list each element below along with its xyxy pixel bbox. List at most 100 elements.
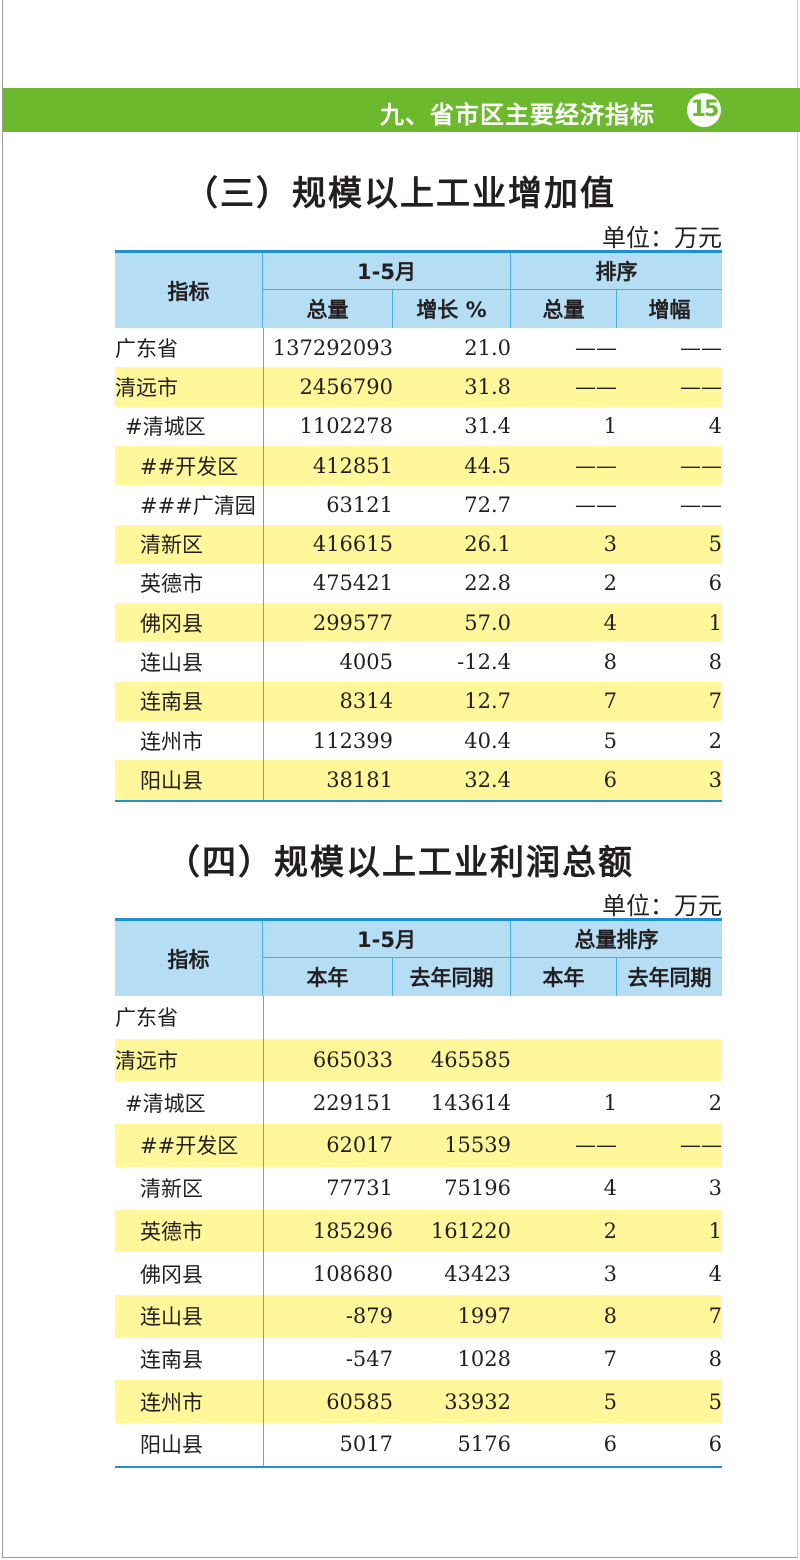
table1-unit: 单位：万元 (602, 224, 722, 252)
row-value: 75196 (444, 1176, 511, 1201)
row-name: 清远市 (115, 375, 178, 400)
table-row: 清新区 416615 26.1 3 5 (115, 524, 722, 564)
row-value: 22.8 (464, 571, 511, 596)
row-name: 广东省 (115, 1006, 178, 1031)
row-value: 1102278 (299, 414, 393, 439)
row-value: 72.7 (464, 492, 511, 517)
row-value: 6 (603, 1432, 617, 1457)
row-value: 5017 (339, 1432, 393, 1457)
row-value: 32.4 (464, 767, 511, 792)
table-top-rule (115, 250, 722, 253)
row-value: 2 (603, 1218, 617, 1243)
table-row: 连州市 112399 40.4 5 2 (115, 721, 722, 760)
row-value: 1997 (457, 1304, 511, 1329)
row-value: 8314 (339, 689, 393, 714)
row-value: —— (680, 374, 722, 399)
row-value: 33932 (444, 1389, 511, 1414)
row-value: —— (680, 1133, 722, 1158)
row-name: #清城区 (125, 415, 206, 440)
row-value: 3 (708, 767, 722, 792)
row-value: 8 (708, 1346, 722, 1371)
table-row: 连山县 4005 -12.4 8 8 (115, 642, 722, 681)
row-name: ###广清园 (140, 493, 256, 518)
row-name: 连山县 (140, 651, 203, 676)
row-value: —— (575, 374, 617, 399)
row-value: 8 (603, 650, 617, 675)
column-divider (263, 328, 264, 800)
header-c2: 去年同期 (393, 958, 511, 996)
row-name: 阳山县 (140, 1433, 203, 1458)
row-name: 清新区 (140, 1177, 203, 1202)
table-top-rule (115, 918, 722, 921)
table-row: ###广清园 63121 72.7 —— —— (115, 485, 722, 524)
row-value: 7 (603, 689, 617, 714)
row-value: 57.0 (464, 610, 511, 635)
row-value: 6 (603, 767, 617, 792)
row-value: 5 (708, 532, 722, 557)
row-value: 60585 (326, 1389, 393, 1414)
row-name: 佛冈县 (140, 1262, 203, 1287)
row-value: 5 (603, 1389, 617, 1414)
row-value: —— (680, 453, 722, 478)
row-value: 7 (603, 1346, 617, 1371)
table-header: 指标 1-5月 排序 总量 增长 % 总量 增幅 (115, 253, 722, 328)
header-indicator: 指标 (115, 921, 263, 996)
row-value: 112399 (312, 728, 393, 753)
row-value: -12.4 (457, 650, 511, 675)
row-name: 清新区 (140, 533, 203, 558)
row-value: 475421 (312, 571, 393, 596)
header-c3: 总量 (511, 290, 617, 328)
header-c3: 本年 (511, 958, 617, 996)
row-value (511, 996, 617, 1039)
table-row: 连南县 8314 12.7 7 7 (115, 681, 722, 721)
row-value: —— (575, 335, 617, 360)
row-value: —— (680, 492, 722, 517)
row-value: 3 (603, 532, 617, 557)
table-row: 广东省 137292093 21.0 —— —— (115, 328, 722, 367)
row-value: 31.4 (464, 414, 511, 439)
row-value: 77731 (326, 1176, 393, 1201)
table-row: 清远市 665033 465585 (115, 1038, 722, 1082)
row-value: 2 (603, 571, 617, 596)
row-value: 3 (603, 1261, 617, 1286)
row-value: 416615 (312, 532, 393, 557)
table-row: 连南县 -547 1028 7 8 (115, 1338, 722, 1381)
row-value: 26.1 (464, 532, 511, 557)
table-bottom-rule (115, 799, 722, 802)
row-value: 38181 (326, 767, 393, 792)
header-c1: 本年 (263, 958, 393, 996)
row-value: 229151 (312, 1090, 393, 1115)
row-value (511, 1039, 617, 1082)
table2-unit: 单位：万元 (602, 892, 722, 920)
row-value: -879 (345, 1304, 393, 1329)
row-value: 12.7 (464, 689, 511, 714)
row-name: 广东省 (115, 336, 178, 361)
header-c4: 去年同期 (627, 966, 712, 990)
table-row: 阳山县 38181 32.4 6 3 (115, 760, 722, 800)
row-value: 1 (708, 610, 722, 635)
row-value: 3 (708, 1176, 722, 1201)
row-value: -547 (345, 1346, 393, 1371)
table-row: #清城区 229151 143614 1 2 (115, 1081, 722, 1124)
row-value: 1028 (457, 1346, 511, 1371)
table-row: 佛冈县 108680 43423 3 4 (115, 1252, 722, 1295)
table-bottom-rule (115, 1465, 722, 1468)
table-header: 指标 1-5月 总量排序 本年 去年同期 本年 去年同期 (115, 921, 722, 996)
header-c1: 总量 (263, 290, 393, 328)
row-value: 4 (603, 1176, 617, 1201)
row-value: 4005 (339, 650, 393, 675)
row-value: 1 (603, 414, 617, 439)
row-name: ##开发区 (140, 1134, 239, 1159)
row-value: 43423 (444, 1261, 511, 1286)
row-name: 英德市 (140, 572, 203, 597)
row-value: 185296 (312, 1218, 393, 1243)
row-value: —— (575, 1133, 617, 1158)
row-name: 连州市 (140, 1390, 203, 1415)
row-value: 137292093 (272, 335, 393, 360)
row-value: 21.0 (464, 335, 511, 360)
table-row: 阳山县 5017 5176 6 6 (115, 1423, 722, 1466)
row-value: 62017 (326, 1133, 393, 1158)
row-name: 连山县 (140, 1305, 203, 1330)
table-row: ##开发区 412851 44.5 —— —— (115, 445, 722, 486)
row-value: 465585 (430, 1048, 511, 1073)
